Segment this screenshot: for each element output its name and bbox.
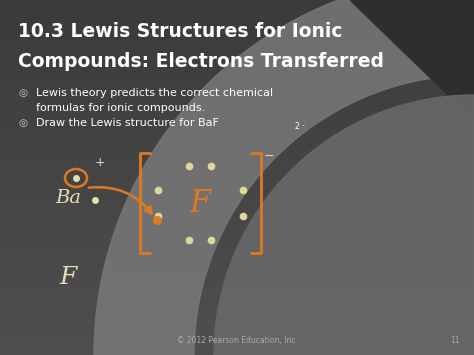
Text: formulas for ionic compounds.: formulas for ionic compounds. (36, 103, 205, 113)
Text: ◎: ◎ (18, 118, 27, 128)
Text: .: . (302, 118, 306, 128)
Text: F: F (190, 187, 211, 218)
Text: ◎: ◎ (18, 88, 27, 98)
Text: © 2012 Pearson Education, Inc.: © 2012 Pearson Education, Inc. (176, 336, 298, 345)
Text: Compounds: Electrons Transferred: Compounds: Electrons Transferred (18, 52, 384, 71)
Text: Ba: Ba (55, 189, 81, 207)
Text: Draw the Lewis structure for BaF: Draw the Lewis structure for BaF (36, 118, 219, 128)
Text: 10.3 Lewis Structures for Ionic: 10.3 Lewis Structures for Ionic (18, 22, 343, 41)
Text: Lewis theory predicts the correct chemical: Lewis theory predicts the correct chemic… (36, 88, 273, 98)
FancyArrowPatch shape (89, 187, 152, 214)
Text: 2: 2 (295, 122, 300, 131)
Text: −: − (264, 150, 274, 163)
Polygon shape (214, 95, 474, 355)
Text: 11: 11 (450, 336, 460, 345)
Polygon shape (350, 0, 474, 120)
Polygon shape (94, 0, 474, 355)
Text: F: F (59, 267, 77, 289)
Text: +: + (95, 155, 105, 169)
